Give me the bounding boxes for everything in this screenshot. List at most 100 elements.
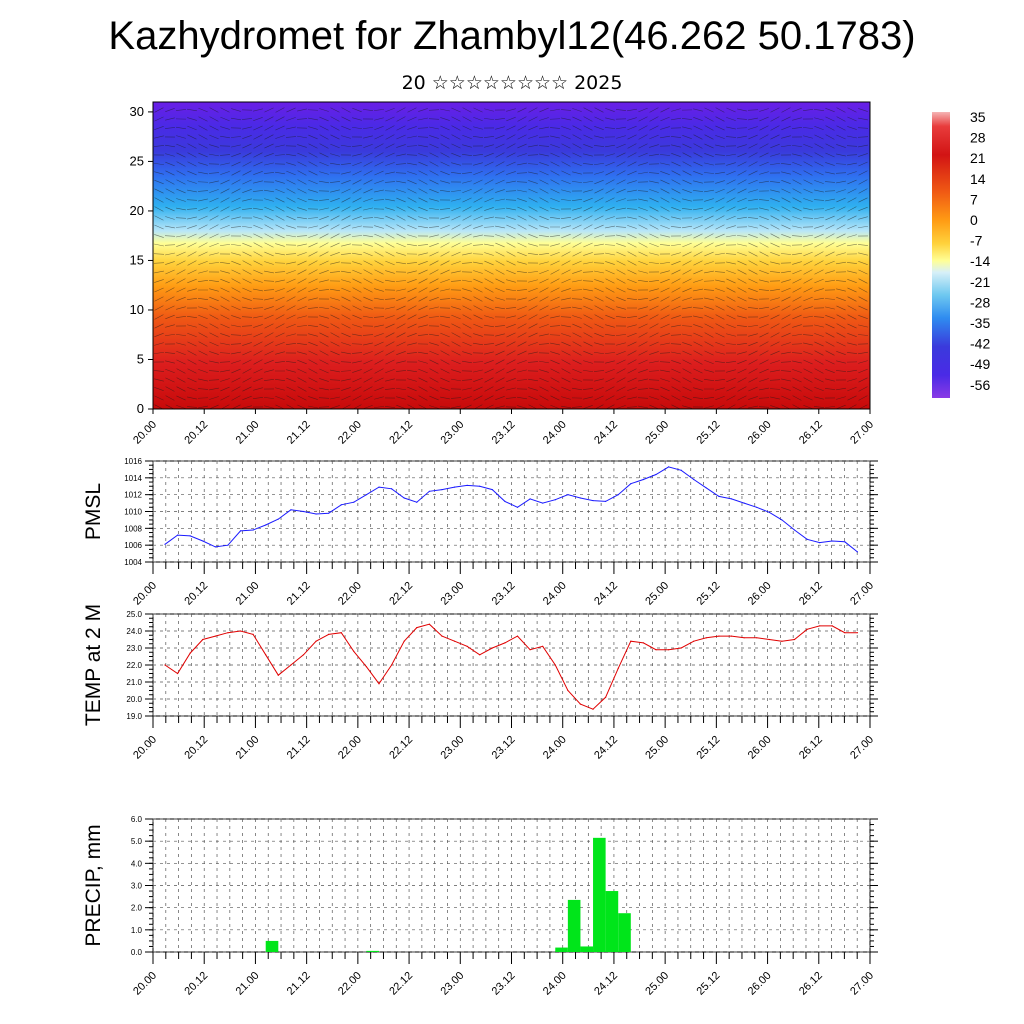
wind-vector [759,332,769,338]
wind-vector [594,179,604,185]
wind-vector [220,378,230,382]
wind-vector [352,269,362,275]
wind-vector [154,305,164,311]
wind-vector [198,260,208,266]
wind-vector [572,198,582,202]
colorbar-label: 35 [970,109,986,125]
wind-vector [594,162,604,166]
wind-vector [440,208,450,210]
wind-vector [561,333,571,337]
wind-vector [209,233,219,239]
wind-vector [297,342,307,346]
wind-vector [858,252,868,256]
wind-vector [858,287,868,293]
wind-vector [759,143,769,149]
wind-vector [836,323,846,329]
wind-vector [176,350,186,356]
wind-vector [275,171,285,175]
wind-vector [473,234,483,238]
wind-vector [495,134,505,140]
wind-vector [550,144,560,148]
wind-vector [176,368,186,374]
wind-vector [561,242,571,248]
wind-vector [396,387,406,391]
wind-vector [297,404,307,410]
wind-vector [660,287,670,293]
temp-point [315,640,317,642]
wind-vector [781,224,791,230]
wind-vector [594,279,604,283]
wind-vector [539,126,549,130]
precip-bar [618,913,631,952]
wind-vector [241,325,253,327]
wind-vector [308,143,318,149]
wind-vector [231,278,241,284]
wind-vector [319,152,329,158]
wind-vector [154,378,164,382]
wind-vector [737,342,747,346]
wind-vector [857,334,869,336]
wind-vector [352,287,362,293]
wind-vector [638,198,648,202]
pmsl-point [529,498,531,500]
wind-vector [351,352,363,354]
wind-vector [583,261,593,265]
wind-vector [484,351,494,355]
wind-vector [682,260,692,266]
wind-vector [318,199,330,201]
wind-vector [605,206,615,212]
wind-vector [693,260,703,266]
wind-vector [572,152,582,158]
wind-vector [352,305,362,311]
wind-vector [308,396,318,400]
pmsl-ylabel: PMSL [82,483,105,540]
temp-point [567,689,569,692]
wind-vector [528,287,538,293]
wind-vector [319,143,329,149]
wind-vector [714,154,726,156]
wind-vector [352,369,362,373]
wind-vector [176,207,186,211]
wind-vector [506,180,516,184]
wind-vector [319,387,329,391]
wind-vector [517,233,527,239]
wind-vector [604,235,616,237]
wind-vector [836,206,846,212]
wind-vector [198,251,208,257]
wind-vector [539,225,549,229]
wind-vector [847,323,857,329]
wind-vector [506,315,516,319]
wind-vector [616,188,626,194]
wind-vector [704,350,714,356]
wind-vector [165,161,175,167]
wind-vector [286,314,296,320]
wind-vector [484,118,494,120]
wind-vector [308,368,318,374]
wind-vector [649,314,659,320]
wind-vector [825,251,835,257]
wind-vector [770,134,780,140]
wind-vector [737,395,747,401]
wind-vector [352,188,362,194]
wind-vector [187,152,197,158]
wind-vector [693,279,703,283]
x-tick-label: 22.00 [336,970,364,998]
wind-vector [758,406,770,408]
temp-point [265,654,267,656]
wind-vector [737,170,747,176]
wind-vector [649,224,659,230]
wind-vector [726,369,736,373]
wind-vector [418,287,428,293]
wind-vector [275,361,285,363]
wind-vector [297,296,307,302]
wind-vector [374,216,384,220]
wind-vector [363,243,373,247]
temp-point [831,625,833,627]
wind-vector [187,108,197,112]
wind-vector [737,368,747,374]
wind-vector [275,197,285,203]
wind-vector [748,251,758,257]
wind-vector [517,350,527,356]
wind-vector [308,234,318,238]
pmsl-point [416,501,418,503]
